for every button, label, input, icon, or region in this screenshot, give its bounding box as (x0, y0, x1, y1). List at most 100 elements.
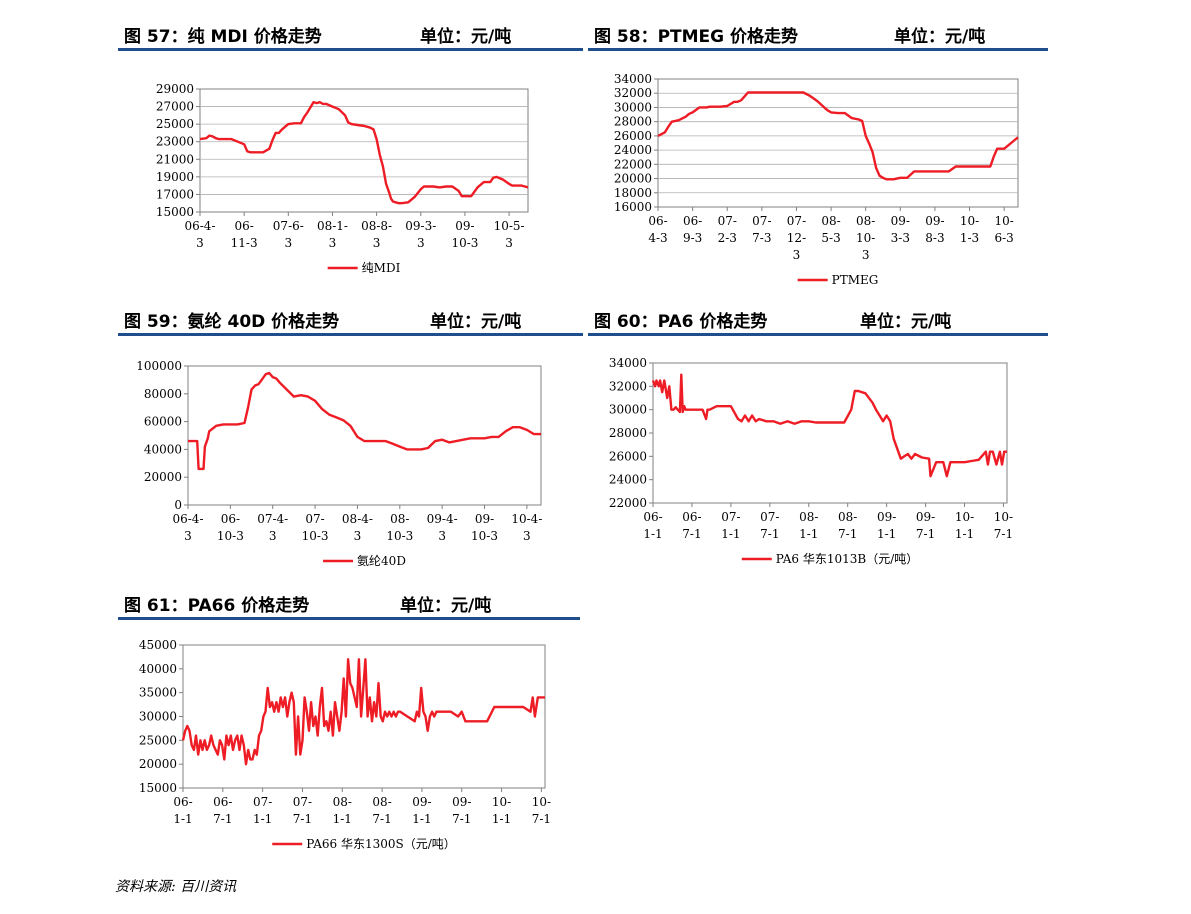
y-tick-label: 40000 (139, 662, 177, 676)
x-tick-label: 10-5- (494, 219, 525, 233)
legend: 纯MDI (327, 261, 401, 275)
x-tick-label: 07- (718, 214, 737, 228)
x-tick-label: 1-1 (721, 527, 740, 541)
x-tick-label: 10- (994, 214, 1013, 228)
plot-area (187, 365, 542, 506)
figure-60-header: 图 60：PA6 价格走势 单位：元/吨 (588, 305, 1048, 336)
x-tick-label: 09- (452, 795, 471, 809)
spandex-40d-price-chart: 0 20000 40000 60000 80000 100000 06-4- 3 06- 10-3… (136, 359, 542, 568)
y-tick-label: 80000 (144, 387, 182, 401)
x-tick-label: 08- (333, 795, 352, 809)
x-tick-label: 06- (682, 510, 701, 524)
legend-label: PA66 华东1300S（元/吨） (306, 837, 456, 851)
x-tick-label: 08- (799, 510, 818, 524)
x-tick-label: 08-8- (361, 219, 392, 233)
y-tick-label: 45000 (139, 638, 177, 652)
series-line (181, 658, 545, 766)
x-tick-label: 3 (862, 248, 870, 262)
x-tick-label: 09- (877, 510, 896, 524)
x-tick-label: 7-1 (760, 527, 779, 541)
y-tick-label: 34000 (614, 72, 652, 86)
x-tick-label: 1-1 (253, 812, 272, 826)
x-tick-label: 06- (221, 512, 240, 526)
plot-area (657, 78, 1019, 208)
y-tick-label: 26000 (609, 449, 647, 463)
x-tick-label: 10- (994, 510, 1013, 524)
x-tick-label: 7-1 (682, 527, 701, 541)
x-tick-label: 1-1 (173, 812, 192, 826)
x-tick-label: 1-1 (412, 812, 431, 826)
series-line (199, 101, 529, 205)
x-tick-label: 09-4- (427, 512, 458, 526)
x-tick-label: 1-1 (955, 527, 974, 541)
y-tick-label: 35000 (139, 686, 177, 700)
x-tick-label: 08- (856, 214, 875, 228)
y-tick-label: 16000 (614, 200, 652, 214)
x-tick-label: 09-3- (405, 219, 436, 233)
x-tick-label: 06- (648, 214, 667, 228)
legend: PA66 华东1300S（元/吨） (272, 837, 456, 851)
x-tick-label: 07-6- (273, 219, 304, 233)
x-tick-label: 4-3 (648, 231, 667, 245)
x-tick-label: 11-3 (231, 236, 258, 250)
x-tick-label: 08- (838, 510, 857, 524)
x-tick-label: 10-3 (451, 236, 478, 250)
series-line (657, 91, 1019, 181)
x-tick-label: 1-1 (877, 527, 896, 541)
figure-58-title: 图 58：PTMEG 价格走势 (594, 27, 799, 47)
y-tick-label: 20000 (144, 470, 182, 484)
x-tick-label: 7-1 (452, 812, 471, 826)
y-tick-label: 21000 (156, 152, 194, 166)
x-tick-label: 10- (532, 795, 551, 809)
y-tick-label: 30000 (614, 100, 652, 114)
x-tick-label: 3 (417, 236, 425, 250)
x-tick-label: 06- (683, 214, 702, 228)
y-tick-label: 30000 (139, 710, 177, 724)
x-tick-label: 08-1- (317, 219, 348, 233)
x-tick-label: 9-3 (683, 231, 702, 245)
figure-60-title: 图 60：PA6 价格走势 (594, 312, 768, 332)
x-tick-label: 06- (173, 795, 192, 809)
x-tick-label: 10- (960, 214, 979, 228)
mdi-price-chart: 15000 17000 19000 21000 23000 25000 27000 29000… (156, 82, 529, 275)
x-tick-label: 09- (925, 214, 944, 228)
x-tick-label: 3 (354, 529, 362, 543)
y-tick-label: 23000 (156, 135, 194, 149)
x-tick-label: 07- (305, 512, 324, 526)
figure-58-unit: 单位：元/吨 (894, 27, 986, 47)
y-tick-label: 20000 (139, 757, 177, 771)
x-tick-label: 10-4- (511, 512, 542, 526)
x-tick-label: 7-1 (293, 812, 312, 826)
y-tick-label: 15000 (139, 781, 177, 795)
legend-label: 纯MDI (362, 261, 401, 275)
y-tick-label: 25000 (139, 733, 177, 747)
y-tick-label: 28000 (609, 426, 647, 440)
legend-label: PTMEG (832, 273, 879, 287)
x-tick-label: 7-1 (372, 812, 391, 826)
x-tick-label: 7-1 (532, 812, 551, 826)
legend-label: 氨纶40D (357, 554, 406, 568)
legend: 氨纶40D (323, 554, 406, 568)
x-tick-label: 08- (821, 214, 840, 228)
x-tick-label: 09- (412, 795, 431, 809)
x-tick-label: 06- (234, 219, 253, 233)
y-tick-label: 27000 (156, 100, 194, 114)
x-tick-label: 1-1 (492, 812, 511, 826)
series-line (188, 371, 541, 471)
y-tick-label: 34000 (609, 356, 647, 370)
x-tick-label: 06-4- (184, 219, 215, 233)
x-tick-label: 10- (955, 510, 974, 524)
x-tick-label: 10-3 (302, 529, 329, 543)
figure-59-title: 图 59：氨纶 40D 价格走势 (124, 312, 340, 332)
x-tick-label: 06-4- (172, 512, 203, 526)
x-tick-label: 07- (721, 510, 740, 524)
ptmeg-price-chart: 1600018000200002200024000260002800030000… (614, 72, 1019, 287)
x-tick-label: 3-3 (891, 231, 910, 245)
y-tick-label: 30000 (609, 403, 647, 417)
y-tick-label: 17000 (156, 187, 194, 201)
figure-61-title: 图 61：PA66 价格走势 (124, 596, 310, 616)
x-tick-label: 06- (213, 795, 232, 809)
x-tick-label: 7-1 (838, 527, 857, 541)
x-tick-label: 1-1 (333, 812, 352, 826)
figure-59-header: 图 59：氨纶 40D 价格走势 单位：元/吨 (118, 305, 583, 336)
